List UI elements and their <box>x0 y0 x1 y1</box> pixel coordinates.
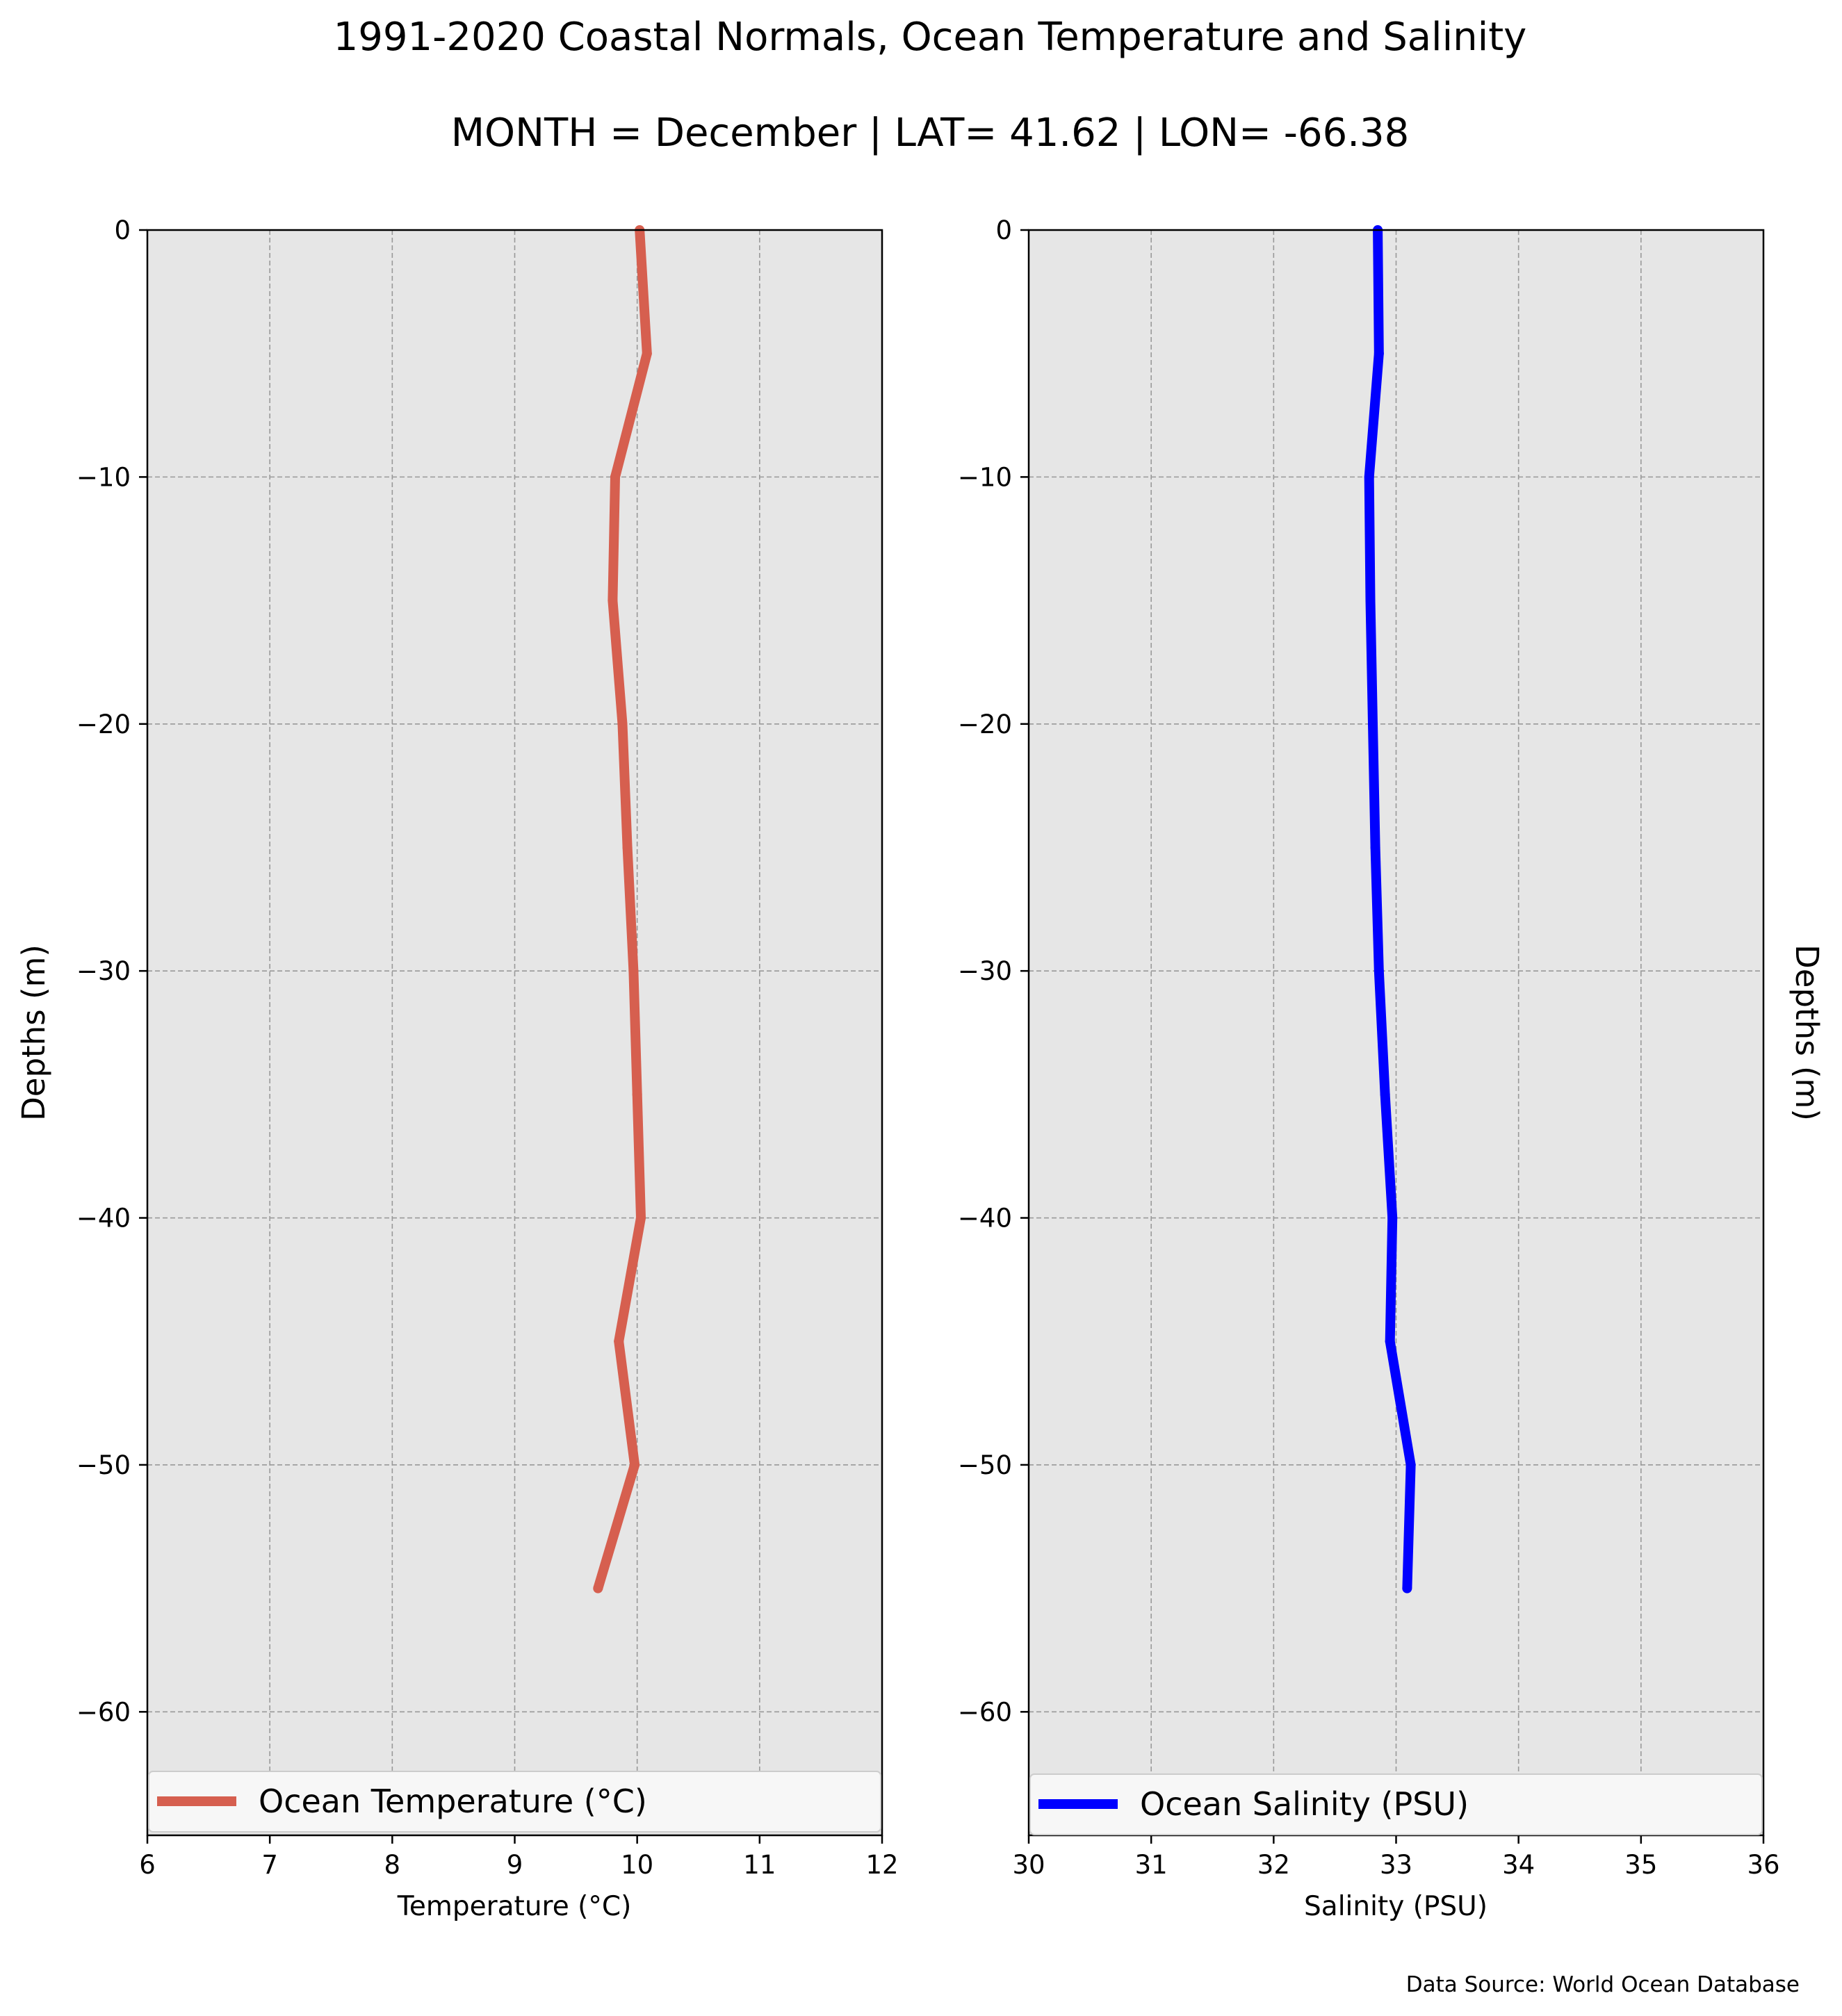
salinity-y-tick-label: −10 <box>958 462 1012 492</box>
salinity-y-axis-label: Depths (m) <box>1788 944 1825 1121</box>
salinity-data-point <box>1368 719 1378 729</box>
temperature-data-point <box>617 719 628 729</box>
temperature-y-tick-label: 0 <box>114 215 131 245</box>
temperature-legend: Ocean Temperature (°C) <box>148 1771 881 1833</box>
temperature-data-point <box>608 596 618 606</box>
salinity-x-tick-label: 33 <box>1380 1850 1412 1880</box>
salinity-x-tick-label: 36 <box>1747 1850 1779 1880</box>
salinity-data-point <box>1370 842 1380 853</box>
salinity-data-point <box>1402 1583 1412 1593</box>
temperature-data-point <box>614 1336 624 1347</box>
salinity-x-tick-label: 35 <box>1624 1850 1657 1880</box>
temperature-legend-label: Ocean Temperature (°C) <box>259 1783 647 1820</box>
salinity-y-tick-label: −60 <box>958 1697 1012 1727</box>
salinity-data-point <box>1405 1459 1416 1470</box>
data-source-note: Data Source: World Ocean Database <box>1406 1972 1800 1997</box>
temperature-x-ticks: 6 7 8 9 10 11 12 <box>139 1835 899 1880</box>
salinity-x-tick-label: 30 <box>1012 1850 1045 1880</box>
temperature-x-axis-label: Temperature (°C) <box>397 1891 632 1922</box>
salinity-y-tick-label: −20 <box>958 710 1012 739</box>
temperature-x-tick-label: 9 <box>507 1850 523 1880</box>
temperature-series-line <box>593 229 652 1590</box>
salinity-x-axis-label: Salinity (PSU) <box>1304 1891 1488 1922</box>
salinity-data-point <box>1374 348 1384 359</box>
temperature-legend-box <box>148 1771 881 1833</box>
salinity-x-tick-label: 32 <box>1257 1850 1290 1880</box>
salinity-x-ticks: 30 31 32 33 34 35 36 <box>1012 1835 1780 1880</box>
salinity-data-point <box>1385 1336 1395 1347</box>
temperature-y-tick-label: −50 <box>76 1450 131 1480</box>
temperature-x-tick-label: 12 <box>865 1850 898 1880</box>
temperature-x-tick-label: 8 <box>384 1850 401 1880</box>
salinity-panel: 0 −10 −20 −30 −40 −50 −60 30 31 32 33 34 35 36 Ocean… <box>958 215 1825 1922</box>
salinity-data-point <box>1364 472 1374 482</box>
temperature-data-point <box>610 472 620 482</box>
figure-subtitle: MONTH = December | LAT= 41.62 | LON= -66… <box>451 110 1410 156</box>
temperature-data-point <box>622 842 633 853</box>
salinity-data-point <box>1387 1213 1398 1223</box>
temperature-data-point <box>630 1459 640 1470</box>
salinity-x-tick-label: 34 <box>1502 1850 1535 1880</box>
temperature-y-tick-label: −60 <box>76 1697 131 1727</box>
temperature-y-ticks: 0 −10 −20 −30 −40 −50 −60 <box>76 215 147 1727</box>
temperature-data-point <box>635 1213 646 1223</box>
temperature-panel: 0 −10 −20 −30 −40 −50 −60 6 7 8 9 10 11 12 Ocean Tem… <box>15 215 899 1922</box>
temperature-y-axis-label: Depths (m) <box>15 944 52 1121</box>
temperature-data-points <box>593 225 652 1593</box>
temperature-y-tick-label: −40 <box>76 1204 131 1234</box>
salinity-data-point <box>1374 966 1384 976</box>
temperature-y-tick-label: −20 <box>76 710 131 739</box>
salinity-data-point <box>1380 1089 1390 1099</box>
salinity-legend-box <box>1029 1773 1763 1835</box>
salinity-y-tick-label: −30 <box>958 956 1012 986</box>
temperature-data-point <box>628 966 639 976</box>
salinity-data-points <box>1364 225 1416 1593</box>
temperature-x-tick-label: 6 <box>139 1850 156 1880</box>
salinity-legend-label: Ocean Salinity (PSU) <box>1140 1785 1469 1823</box>
temperature-y-tick-label: −30 <box>76 956 131 986</box>
temperature-x-tick-label: 10 <box>621 1850 653 1880</box>
temperature-data-point <box>593 1583 603 1593</box>
temperature-x-tick-label: 11 <box>743 1850 776 1880</box>
temperature-data-point <box>632 1089 642 1099</box>
temperature-x-tick-label: 7 <box>261 1850 278 1880</box>
temperature-y-tick-label: −10 <box>76 462 131 492</box>
salinity-data-point <box>1365 596 1376 606</box>
salinity-x-tick-label: 31 <box>1135 1850 1168 1880</box>
salinity-y-tick-label: 0 <box>995 215 1012 245</box>
salinity-legend: Ocean Salinity (PSU) <box>1029 1773 1763 1835</box>
salinity-y-tick-label: −50 <box>958 1450 1012 1480</box>
salinity-y-ticks: 0 −10 −20 −30 −40 −50 −60 <box>958 215 1029 1727</box>
figure-title: 1991-2020 Coastal Normals, Ocean Tempera… <box>334 15 1527 60</box>
salinity-series-line <box>1364 229 1416 1589</box>
temperature-axes-frame <box>146 229 883 1837</box>
temperature-data-point <box>642 348 652 359</box>
salinity-y-tick-label: −40 <box>958 1204 1012 1234</box>
